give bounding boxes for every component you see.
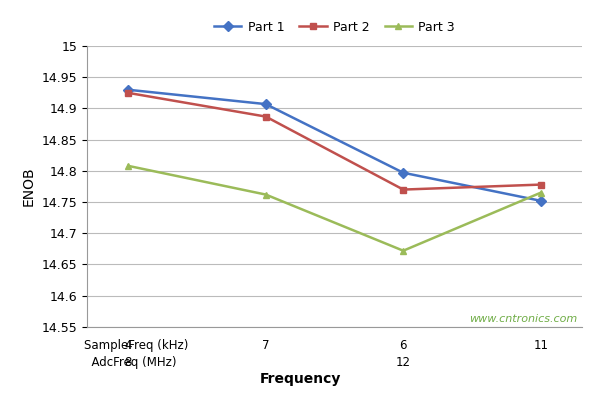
Text: 7: 7 [262,339,269,352]
Part 2 [262,114,269,119]
Line: Part 2: Part 2 [125,89,544,193]
Part 2 [125,91,132,96]
Text: AdcFreq (MHz): AdcFreq (MHz) [84,356,176,369]
Text: SampleFreq (kHz): SampleFreq (kHz) [84,339,188,352]
Text: 6: 6 [400,339,407,352]
Text: www.cntronics.com: www.cntronics.com [469,314,577,324]
Part 1 [537,198,544,203]
Text: Frequency: Frequency [259,372,341,386]
Part 3 [400,248,407,253]
Part 1 [125,87,132,92]
Part 3 [262,192,269,197]
Line: Part 3: Part 3 [125,163,544,254]
Legend: Part 1, Part 2, Part 3: Part 1, Part 2, Part 3 [209,16,460,39]
Part 1 [400,170,407,175]
Text: 11: 11 [533,339,548,352]
Text: 4: 4 [125,339,132,352]
Part 1 [262,101,269,106]
Y-axis label: ENOB: ENOB [22,167,36,206]
Part 3 [537,190,544,195]
Part 2 [400,187,407,192]
Part 2 [537,182,544,187]
Text: 8: 8 [125,356,132,369]
Part 3 [125,163,132,168]
Text: 12: 12 [396,356,411,369]
Line: Part 1: Part 1 [125,86,544,204]
